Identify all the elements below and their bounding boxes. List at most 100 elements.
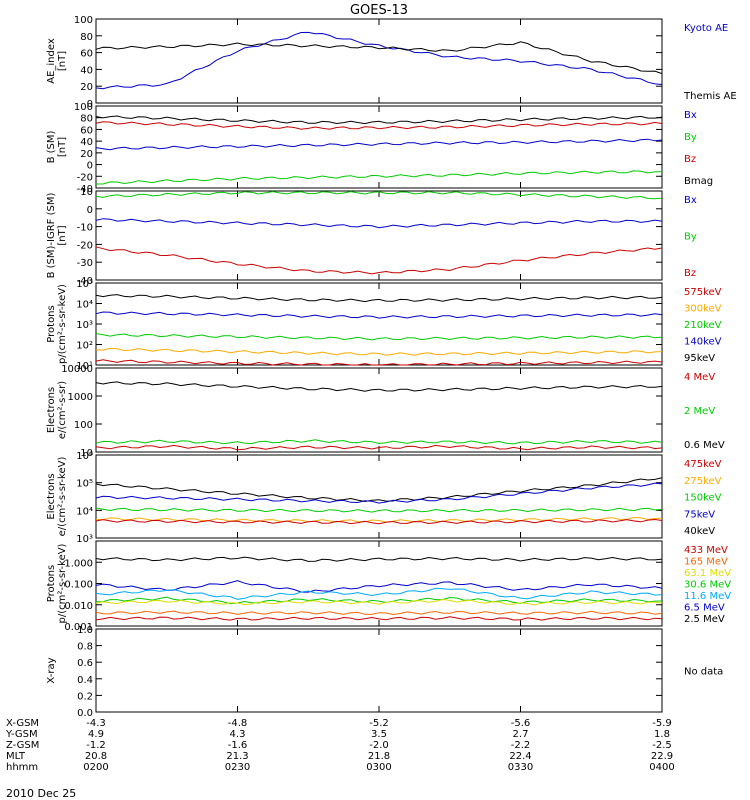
- y-tick-label: 10⁴: [76, 300, 93, 311]
- legend-label: 2.5 MeV: [684, 614, 725, 625]
- ephem-row-label: hhmm: [6, 762, 38, 773]
- y-axis-label: B (SM): [46, 130, 57, 163]
- legend-label: 165 MeV: [684, 557, 728, 568]
- panel-bigrf: -40 -30 -20 -10 0 10 B (SM)-IGRF (SM) [nT] Bx By B…: [46, 187, 697, 287]
- panel-protons2: 0.001 0.010 0.100 1.000 Protons p/(cm²-s-sr-k…: [46, 540, 731, 633]
- y-tick-label: 20: [80, 149, 93, 160]
- y-tick-label: 10000: [61, 364, 93, 375]
- legend-label: 300keV: [684, 304, 722, 315]
- legend-label: 0.6 MeV: [684, 440, 725, 451]
- legend-label: By: [684, 132, 697, 143]
- legend-label: 2 MeV: [684, 406, 715, 417]
- ephem-value: 2.7: [513, 729, 529, 740]
- series-line-By: [95, 191, 663, 200]
- legend-label: 433 MeV: [684, 545, 728, 556]
- legend-label: Bz: [684, 268, 696, 279]
- series-line-30.6-MeV: [95, 596, 663, 605]
- series-line-165-MeV: [95, 610, 663, 616]
- ephem-value: 4.3: [230, 729, 246, 740]
- series-line-6.5-MeV: [95, 580, 663, 593]
- y-axis-label: Protons: [46, 565, 57, 602]
- panel-ae: 0 20 40 60 80 100 AE_index [nT] Kyoto AE Themis A…: [46, 15, 737, 110]
- legend-label: 95keV: [684, 353, 715, 364]
- series-line-0.6-MeV: [95, 381, 663, 392]
- ephem-value: -5.6: [511, 718, 531, 729]
- series-line-By: [96, 170, 663, 185]
- panel-electrons1: 10 100 1000 10000 Electrons e/(cm²-s-sr) 4 MeV…: [46, 364, 725, 459]
- legend-label: Bx: [684, 110, 697, 121]
- series-line-95keV: [95, 294, 663, 303]
- series-line-300keV: [95, 347, 663, 356]
- ephem-value: -4.8: [228, 718, 248, 729]
- ephem-row-label: Y-GSM: [5, 729, 38, 740]
- y-tick-label: 1.0: [77, 625, 93, 636]
- y-tick-label: 10: [80, 448, 93, 459]
- legend-label: 30.6 MeV: [684, 580, 731, 591]
- y-tick-label: 40: [80, 137, 93, 148]
- series-line-275keV: [95, 516, 663, 523]
- series-line-4-MeV: [95, 444, 663, 451]
- y-tick-label: 0.0: [77, 708, 93, 719]
- y-axis-label: AE_index: [46, 38, 57, 84]
- legend-label: 63.1 MeV: [684, 568, 731, 579]
- ephem-value: -2.0: [369, 740, 389, 751]
- y-tick-label: 0.010: [64, 601, 93, 612]
- ephem-value: -5.9: [652, 718, 672, 729]
- series-line-Bz: [95, 246, 663, 275]
- y-tick-label: 0.6: [77, 658, 93, 669]
- panel-frame: [95, 18, 663, 104]
- y-tick-label: 10¹: [76, 361, 93, 372]
- ephem-value: -1.6: [228, 740, 248, 751]
- legend-label: 575keV: [684, 287, 722, 298]
- legend-label: No data: [684, 667, 723, 678]
- ephem-value: -2.5: [652, 740, 672, 751]
- series-line-Bz: [95, 121, 663, 130]
- legend-label: 210keV: [684, 320, 722, 331]
- series-line-Bmag: [95, 115, 663, 125]
- series-line-Bx: [95, 218, 663, 229]
- panel-xray: 0.0 0.2 0.4 0.6 0.8 1.0 X-ray No data: [46, 625, 723, 719]
- series-line-150keV: [95, 507, 663, 513]
- y-tick-label: 0.100: [64, 580, 93, 591]
- y-tick-label: 0.4: [77, 675, 93, 686]
- panel-frame: [95, 367, 663, 453]
- series-line-210keV: [95, 333, 663, 341]
- y-tick-label: 60: [80, 125, 93, 136]
- panel-protons1: 10¹ 10² 10³ 10⁴ 10⁵ Protons p/(cm²-s-sr-keV) 57…: [46, 279, 722, 372]
- panel-frame: [95, 628, 663, 713]
- legend-label: Bz: [684, 154, 696, 165]
- ephem-row-label: X-GSM: [6, 718, 39, 729]
- series-line-Bx: [95, 138, 663, 151]
- ephem-row-label: Z-GSM: [6, 740, 39, 751]
- legend-label: By: [684, 232, 697, 243]
- y-axis-label: e/(cm²-s-sr): [57, 381, 68, 439]
- ephem-value: 21.3: [226, 751, 248, 762]
- ephem-value: 22.9: [651, 751, 673, 762]
- legend-label: 150keV: [684, 493, 722, 504]
- ephem-value: 0230: [225, 762, 250, 773]
- ephem-value: 20.8: [85, 751, 107, 762]
- panel-electrons2: 10³ 10⁴ 10⁵ 10⁶ Electrons e/(cm²-s-sr-keV) 475…: [46, 451, 722, 545]
- ephem-value: 0330: [508, 762, 533, 773]
- legend-label: 11.6 MeV: [684, 591, 731, 602]
- series-line-75keV: [95, 482, 663, 504]
- y-tick-label: -30: [77, 258, 93, 269]
- plot-title: GOES-13: [350, 3, 408, 18]
- ephemeris-table: X-GSM -4.3 -4.8 -5.2 -5.6 -5.9 Y-GSM 4.9 4.3 3.5 2…: [5, 718, 675, 773]
- ephem-value: 3.5: [371, 729, 387, 740]
- series-line-11.6-MeV: [95, 587, 663, 600]
- y-tick-label: 10⁴: [76, 506, 93, 517]
- series-line-Themis-AE: [95, 41, 663, 75]
- y-axis-label: [nT]: [57, 51, 68, 71]
- ephem-row-label: MLT: [6, 751, 26, 762]
- ephem-value: -4.3: [86, 718, 106, 729]
- series-line-63.1-MeV: [95, 598, 663, 606]
- y-tick-label: 100: [74, 102, 93, 113]
- panel-frame: [95, 190, 663, 281]
- y-axis-label: [nT]: [57, 137, 68, 157]
- y-tick-label: -20: [77, 172, 93, 183]
- y-axis-label: B (SM)-IGRF (SM): [46, 193, 57, 279]
- legend-label: 4 MeV: [684, 372, 715, 383]
- y-tick-label: 10⁶: [76, 451, 93, 462]
